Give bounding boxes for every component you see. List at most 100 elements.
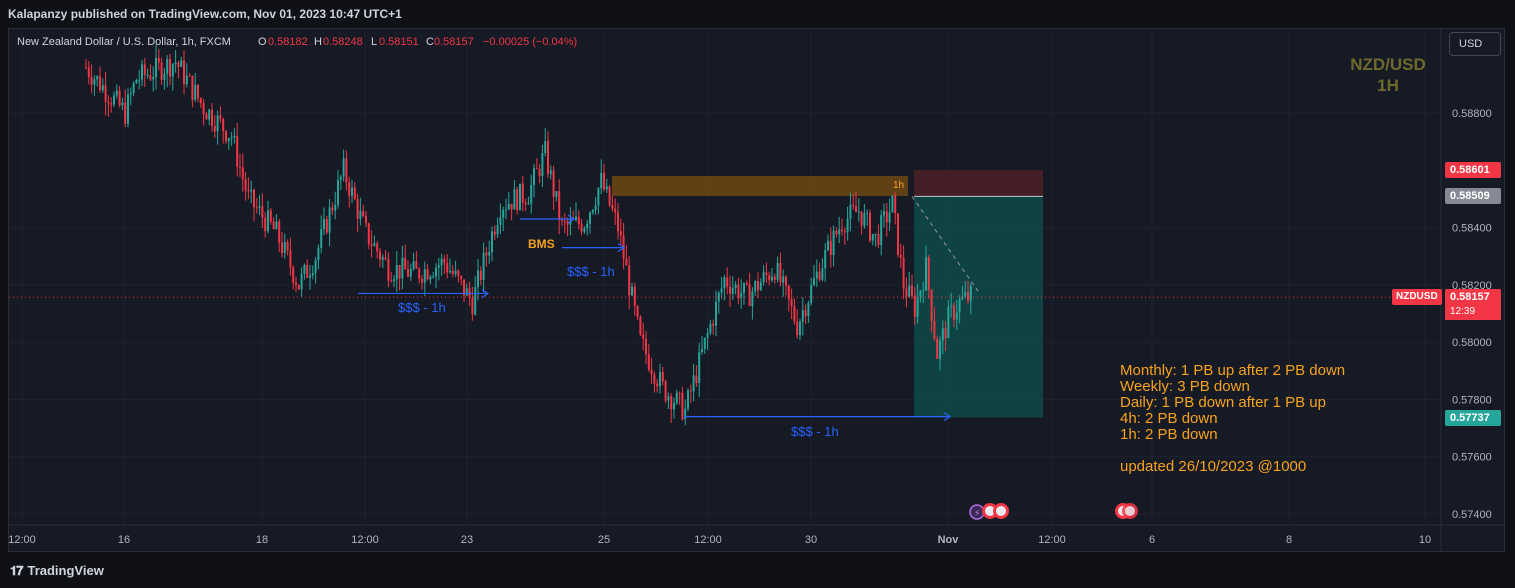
candle-body xyxy=(275,221,278,230)
candle-body xyxy=(843,231,846,233)
candle-body xyxy=(566,221,569,225)
candle-body xyxy=(499,217,502,225)
candle-body xyxy=(591,210,594,213)
lightning-glyph: ⚡ xyxy=(974,508,980,518)
candle-body xyxy=(471,298,474,315)
candle-body xyxy=(667,396,670,401)
candle-body xyxy=(698,352,701,384)
candle-body xyxy=(647,354,650,370)
candle-body xyxy=(227,138,230,141)
candle-body xyxy=(530,184,533,204)
candle-body xyxy=(415,261,418,269)
candle-body xyxy=(950,305,953,307)
economic-events[interactable]: ⚡ xyxy=(969,503,1138,520)
time-tick-label: 30 xyxy=(805,534,817,546)
candle-body xyxy=(267,210,269,232)
candle-body xyxy=(429,276,432,280)
candle-body xyxy=(908,285,911,297)
candle-body xyxy=(337,179,339,205)
candle-body xyxy=(166,59,169,74)
candle-body xyxy=(233,135,236,138)
candle-body xyxy=(827,240,829,251)
candle-body xyxy=(454,270,457,275)
candle-body xyxy=(359,211,362,219)
legend-open: 0.58182 xyxy=(268,36,308,48)
candle-body xyxy=(163,73,166,80)
candle-body xyxy=(241,167,244,179)
candle-body xyxy=(631,286,633,296)
position-zones xyxy=(612,169,1043,418)
candle-body xyxy=(505,209,507,211)
candle-body xyxy=(883,211,885,216)
candle-body xyxy=(835,230,838,235)
candle-body xyxy=(188,75,191,77)
candle-body xyxy=(407,269,409,277)
time-tick-label: Nov xyxy=(938,534,960,546)
arrow-head xyxy=(617,243,626,253)
candle-body xyxy=(944,328,947,339)
brand[interactable]: 𝟏𝟕 TradingView xyxy=(10,563,104,579)
note-line: Monthly: 1 PB up after 2 PB down xyxy=(1120,362,1345,379)
candle-body xyxy=(339,176,342,180)
candle-body xyxy=(432,276,435,278)
chart-panel[interactable] xyxy=(8,28,1505,552)
candle-body xyxy=(174,62,177,65)
time-tick-label: 23 xyxy=(461,534,473,546)
price-tick-label: 0.58200 xyxy=(1452,280,1492,292)
candle-body xyxy=(692,375,695,392)
candle-body xyxy=(180,60,183,67)
candle-body xyxy=(485,252,488,256)
candle-series xyxy=(85,44,972,426)
candle-body xyxy=(356,198,359,219)
candle-body xyxy=(922,290,925,292)
candle-body xyxy=(888,212,891,223)
candle-body xyxy=(239,166,241,168)
currency-button[interactable]: USD xyxy=(1449,32,1501,56)
candle-body xyxy=(838,229,841,235)
candle-body xyxy=(866,212,869,214)
candle-body xyxy=(583,228,586,232)
price-tick-label: 0.57800 xyxy=(1452,394,1492,406)
candle-body xyxy=(916,296,919,317)
candle-body xyxy=(927,257,930,291)
candle-body xyxy=(362,211,365,217)
arrow-head xyxy=(567,214,576,224)
legend-ohlc: O 0.58182 H 0.58248 L 0.58151 C 0.58157 … xyxy=(258,36,577,48)
candle-body xyxy=(650,369,653,375)
candle-body xyxy=(261,206,264,218)
candle-body xyxy=(734,284,737,289)
arrow-head xyxy=(943,412,952,422)
candle-body xyxy=(821,268,824,280)
candle-body xyxy=(958,298,961,313)
target-price-tag: 0.57737 xyxy=(1445,410,1501,426)
candle-body xyxy=(157,57,160,63)
candle-body xyxy=(205,114,208,120)
candle-body xyxy=(684,408,687,420)
candle-body xyxy=(247,190,250,192)
candle-body xyxy=(577,216,580,225)
candle-body xyxy=(418,268,421,279)
arrow-head xyxy=(481,288,490,298)
legend-low: 0.58151 xyxy=(379,36,419,48)
candle-body xyxy=(894,195,897,214)
candle-body xyxy=(303,264,306,274)
candle-body xyxy=(563,220,566,222)
liquidity-label: $$$ - 1h xyxy=(791,424,839,439)
time-tick-label: 6 xyxy=(1149,534,1155,546)
candle-body xyxy=(751,291,754,306)
candle-body xyxy=(796,321,799,336)
candle-body xyxy=(642,334,645,339)
legend-high-label: H xyxy=(314,36,322,48)
candle-body xyxy=(524,202,527,205)
candle-body xyxy=(222,118,225,131)
candle-body xyxy=(880,215,883,245)
time-tick-label: 10 xyxy=(1419,534,1431,546)
candle-body xyxy=(384,257,387,260)
candle-body xyxy=(776,262,779,280)
candle-body xyxy=(351,187,353,196)
legend-open-label: O xyxy=(258,36,267,48)
candle-body xyxy=(160,62,163,80)
candle-body xyxy=(743,283,745,293)
note-line: Daily: 1 PB down after 1 PB up xyxy=(1120,394,1326,411)
